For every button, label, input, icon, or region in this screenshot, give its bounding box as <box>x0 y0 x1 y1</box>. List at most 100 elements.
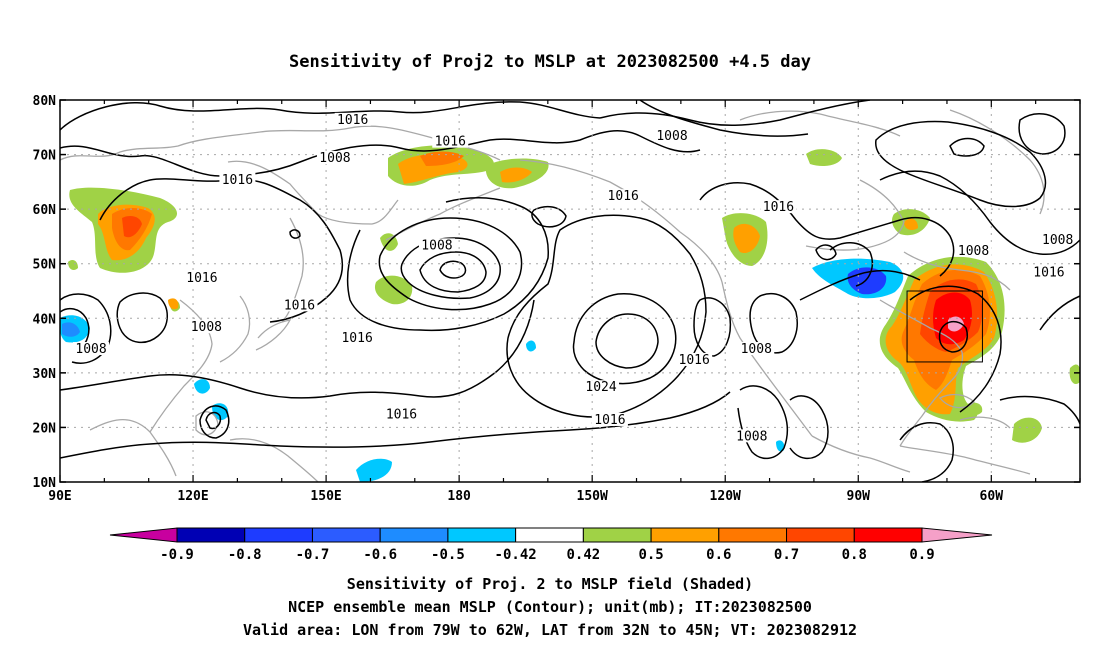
contour-label: 1016 <box>1033 266 1064 281</box>
contour-label-bg <box>183 271 220 285</box>
isobar <box>595 313 659 369</box>
lon-label: 150W <box>577 489 608 504</box>
positive-sensitivity-orange <box>168 298 179 310</box>
contour-label: 1016 <box>386 408 417 423</box>
contour-label-bg <box>738 342 775 356</box>
isobar <box>909 285 1002 413</box>
isobar <box>899 422 954 482</box>
contour-label-bg <box>73 342 110 356</box>
contour-label-bg <box>955 243 992 257</box>
contour-label: 1016 <box>284 298 315 313</box>
colorbar-label: -0.9 <box>160 547 194 563</box>
positive-sensitivity-peak <box>948 316 964 332</box>
colorbar-segment <box>176 527 246 543</box>
contour-label: 1008 <box>656 129 687 144</box>
coastline <box>229 438 319 482</box>
contour-label: 1016 <box>222 173 253 188</box>
lat-label: 20N <box>33 421 57 436</box>
isobar <box>879 170 1080 256</box>
lat-label: 40N <box>33 312 57 327</box>
isobar <box>531 205 567 228</box>
isobar <box>199 405 230 439</box>
colorbar-label: 0.9 <box>909 547 934 563</box>
coastline <box>149 299 213 433</box>
isobar <box>875 120 1047 208</box>
colorbar-label: 0.7 <box>774 547 799 563</box>
isobar <box>60 293 112 364</box>
colorbar-segment <box>650 527 720 543</box>
isobar <box>639 100 809 137</box>
contour-label: 1008 <box>741 342 772 357</box>
contour-label-bg <box>339 331 376 345</box>
isobar <box>599 100 871 126</box>
lat-label: 70N <box>33 149 57 164</box>
isobar <box>60 101 601 131</box>
colorbar-label: 0.5 <box>638 547 663 563</box>
contour-label-bg <box>418 238 455 252</box>
contour-label: 1016 <box>679 353 710 368</box>
contour-label-bg <box>281 298 318 312</box>
contour-label-bg <box>334 112 371 126</box>
positive-sensitivity-orange <box>500 167 532 183</box>
isobar <box>60 130 701 177</box>
isobar <box>346 197 549 332</box>
contour-label-bg <box>676 352 713 366</box>
latitude-labels: 80N 70N 60N 50N 40N 30N 20N 10N <box>33 94 57 491</box>
colorbar-segment <box>244 527 313 543</box>
contour-label-bg <box>383 407 420 421</box>
latitude-ticks <box>60 99 1080 483</box>
positive-sensitivity-darkorange <box>420 151 464 166</box>
colorbar-segment <box>311 527 381 543</box>
isobar <box>1018 113 1066 155</box>
colorbar-label: -0.42 <box>495 547 537 563</box>
longitude-ticks <box>59 100 1081 482</box>
coastline <box>679 231 813 437</box>
lon-label: 90E <box>48 489 71 504</box>
coastline <box>227 160 319 215</box>
colorbar-labels: -0.9 -0.8 -0.7 -0.6 -0.5 -0.42 0.42 0.5 0.6 0.7 0.… <box>160 547 935 563</box>
contour-label-bg <box>591 412 628 426</box>
isobar <box>799 269 921 301</box>
positive-sensitivity-area <box>374 275 413 305</box>
colorbar-label: -0.8 <box>228 547 262 563</box>
negative-sensitivity-area <box>356 458 392 482</box>
contour-label: 1008 <box>319 151 350 166</box>
coastline <box>89 418 177 477</box>
lat-label: 10N <box>33 476 57 491</box>
colorbar-segment <box>582 527 652 543</box>
lon-label: 120E <box>177 489 208 504</box>
coastline <box>938 393 975 409</box>
contour-label-bg <box>583 380 620 394</box>
positive-sensitivity-area <box>1012 417 1042 443</box>
colorbar-segment <box>447 527 517 543</box>
lon-label: 150E <box>310 489 341 504</box>
isobar <box>439 260 467 279</box>
negative-sensitivity-area <box>194 379 210 394</box>
lon-label: 90W <box>847 489 871 504</box>
isobar <box>289 229 301 239</box>
isobar <box>60 391 731 459</box>
coastline <box>739 110 901 137</box>
coastlines <box>60 109 1045 482</box>
colorbar-label: 0.42 <box>567 547 601 563</box>
lat-label: 30N <box>33 367 57 382</box>
contour-label: 1016 <box>186 271 217 286</box>
coastline <box>195 411 219 436</box>
coastline <box>519 159 681 233</box>
isobar <box>205 411 222 430</box>
contour-label: 1016 <box>341 331 372 346</box>
lat-label: 60N <box>33 203 57 218</box>
coastline <box>805 179 905 251</box>
coastline <box>949 109 1045 215</box>
valid-area-box <box>906 290 983 363</box>
contour-label-bg <box>605 189 642 203</box>
coastline <box>255 319 292 351</box>
coastline <box>317 199 399 225</box>
coastline <box>219 295 251 363</box>
isobar <box>506 214 707 418</box>
colorbar-high-triangle <box>921 527 993 543</box>
colorbar-label: -0.6 <box>363 547 397 563</box>
contour-label: 1016 <box>594 413 625 428</box>
coastline <box>281 217 304 323</box>
colorbar <box>109 527 993 543</box>
